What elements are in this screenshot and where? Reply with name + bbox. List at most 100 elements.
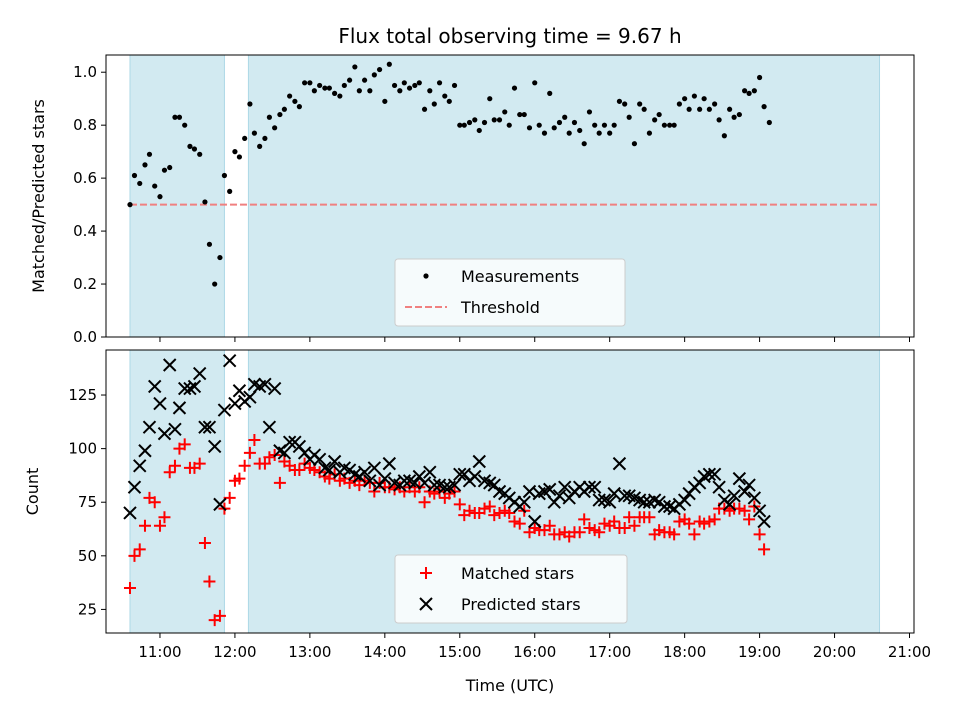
- measurement-point: [461, 122, 467, 128]
- observing-interval-band: [129, 349, 225, 634]
- measurement-point: [386, 61, 392, 67]
- bottom-axes-frame: [105, 349, 915, 634]
- matched-star-point: [583, 521, 596, 534]
- measurement-point: [262, 135, 268, 142]
- measurement-point: [502, 109, 508, 115]
- predicted-star-point: [602, 495, 617, 509]
- matched-star-point: [573, 526, 586, 539]
- predicted-star-point: [757, 514, 771, 529]
- measurement-point: [712, 101, 718, 107]
- measurement-point: [517, 111, 523, 118]
- measurement-point: [391, 82, 398, 89]
- measurement-point: [131, 172, 138, 179]
- measurement-point: [736, 111, 742, 118]
- matched-star-point: [128, 549, 141, 562]
- predicted-star-point: [163, 358, 177, 372]
- matched-star-point: [503, 506, 516, 519]
- measurement-point: [277, 111, 283, 118]
- measurement-point: [421, 106, 428, 112]
- measurement-point: [371, 72, 377, 78]
- measurement-point: [247, 101, 253, 107]
- matched-star-point: [733, 502, 746, 515]
- top-y-axis-label: Matched/Predicted stars: [29, 99, 48, 293]
- observing-interval-band: [129, 54, 225, 338]
- measurement-point: [367, 88, 373, 94]
- predicted-star-point: [472, 454, 486, 469]
- predicted-star-point: [382, 456, 397, 471]
- y-tick-label: 0.6: [73, 169, 97, 187]
- measurement-point: [326, 85, 332, 91]
- legend-box: [394, 258, 626, 327]
- matched-star-point: [168, 459, 181, 472]
- predicted-star-point: [702, 467, 717, 482]
- predicted-star-point: [277, 446, 292, 460]
- matched-star-point: [628, 519, 641, 532]
- matched-star-point: [553, 528, 566, 541]
- x-tick-label: 14:00: [363, 643, 406, 661]
- predicted-star-point: [363, 474, 377, 488]
- measurement-point: [161, 167, 168, 173]
- matched-star-point: [418, 496, 431, 509]
- x-tick-label: 21:00: [888, 643, 931, 661]
- matched-star-point: [238, 459, 251, 472]
- measurement-point: [491, 117, 497, 123]
- measurement-point: [547, 90, 553, 96]
- y-tick-label: 50: [78, 547, 97, 565]
- measurement-point: [352, 64, 358, 70]
- measurement-point: [652, 117, 658, 123]
- measurement-point: [676, 101, 682, 107]
- measurement-point: [361, 77, 368, 83]
- matched-star-point: [653, 524, 666, 537]
- measurement-point: [596, 130, 602, 136]
- measurement-point: [476, 127, 482, 134]
- measurement-point: [721, 133, 727, 139]
- bottom-legend: Matched stars Predicted stars: [394, 554, 628, 624]
- measurement-point: [251, 130, 258, 136]
- measurement-point: [227, 188, 233, 194]
- predicted-star-point: [558, 480, 572, 494]
- matched-star-point: [293, 464, 306, 477]
- matched-star-point: [248, 434, 261, 447]
- predicted-star-point: [258, 377, 272, 392]
- predicted-star-point: [752, 504, 767, 518]
- matched-star-point: [163, 466, 176, 479]
- predicted-star-point: [592, 493, 606, 507]
- predicted-star-point: [677, 493, 692, 507]
- measurement-point: [697, 106, 703, 112]
- legend-predicted-marker: [419, 597, 433, 611]
- matched-star-point: [753, 528, 766, 541]
- matched-star-point: [688, 528, 701, 541]
- measurement-point: [376, 66, 383, 73]
- matched-star-point: [743, 513, 756, 526]
- predicted-star-point: [157, 426, 172, 441]
- measurement-point: [756, 74, 763, 81]
- matched-star-point: [593, 526, 606, 539]
- matched-star-point: [618, 521, 631, 534]
- matched-star-point: [213, 609, 226, 622]
- measurement-point: [217, 254, 223, 261]
- measurement-point: [296, 104, 302, 110]
- matched-star-point: [223, 491, 236, 504]
- measurement-point: [487, 96, 493, 102]
- plot-area: [127, 61, 880, 287]
- predicted-star-point: [187, 379, 202, 394]
- matched-star-point: [738, 504, 751, 517]
- chart-title: Flux total observing time = 9.67 h: [338, 24, 681, 48]
- measurement-point: [451, 82, 458, 89]
- measurement-point: [716, 117, 722, 123]
- measurement-point: [397, 88, 403, 94]
- measurement-point: [442, 93, 448, 99]
- measurement-point: [187, 143, 193, 149]
- measurement-point: [212, 281, 218, 287]
- measurement-point: [481, 119, 488, 126]
- measurement-point: [332, 90, 338, 96]
- measurement-point: [562, 114, 568, 120]
- predicted-star-point: [207, 439, 222, 454]
- measurement-point: [511, 85, 518, 91]
- measurement-point: [706, 106, 712, 112]
- measurement-point: [641, 106, 647, 112]
- x-axis-label: Time (UTC): [465, 676, 554, 695]
- measurement-point: [622, 101, 628, 107]
- predicted-star-point: [367, 461, 382, 475]
- measurement-point: [382, 98, 388, 104]
